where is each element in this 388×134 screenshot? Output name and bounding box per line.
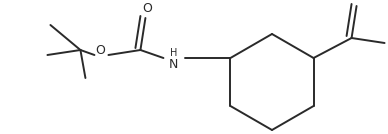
- Text: O: O: [142, 1, 152, 14]
- Text: O: O: [95, 44, 106, 57]
- Text: N: N: [169, 57, 178, 70]
- Text: O: O: [353, 0, 364, 3]
- Text: H: H: [170, 48, 177, 58]
